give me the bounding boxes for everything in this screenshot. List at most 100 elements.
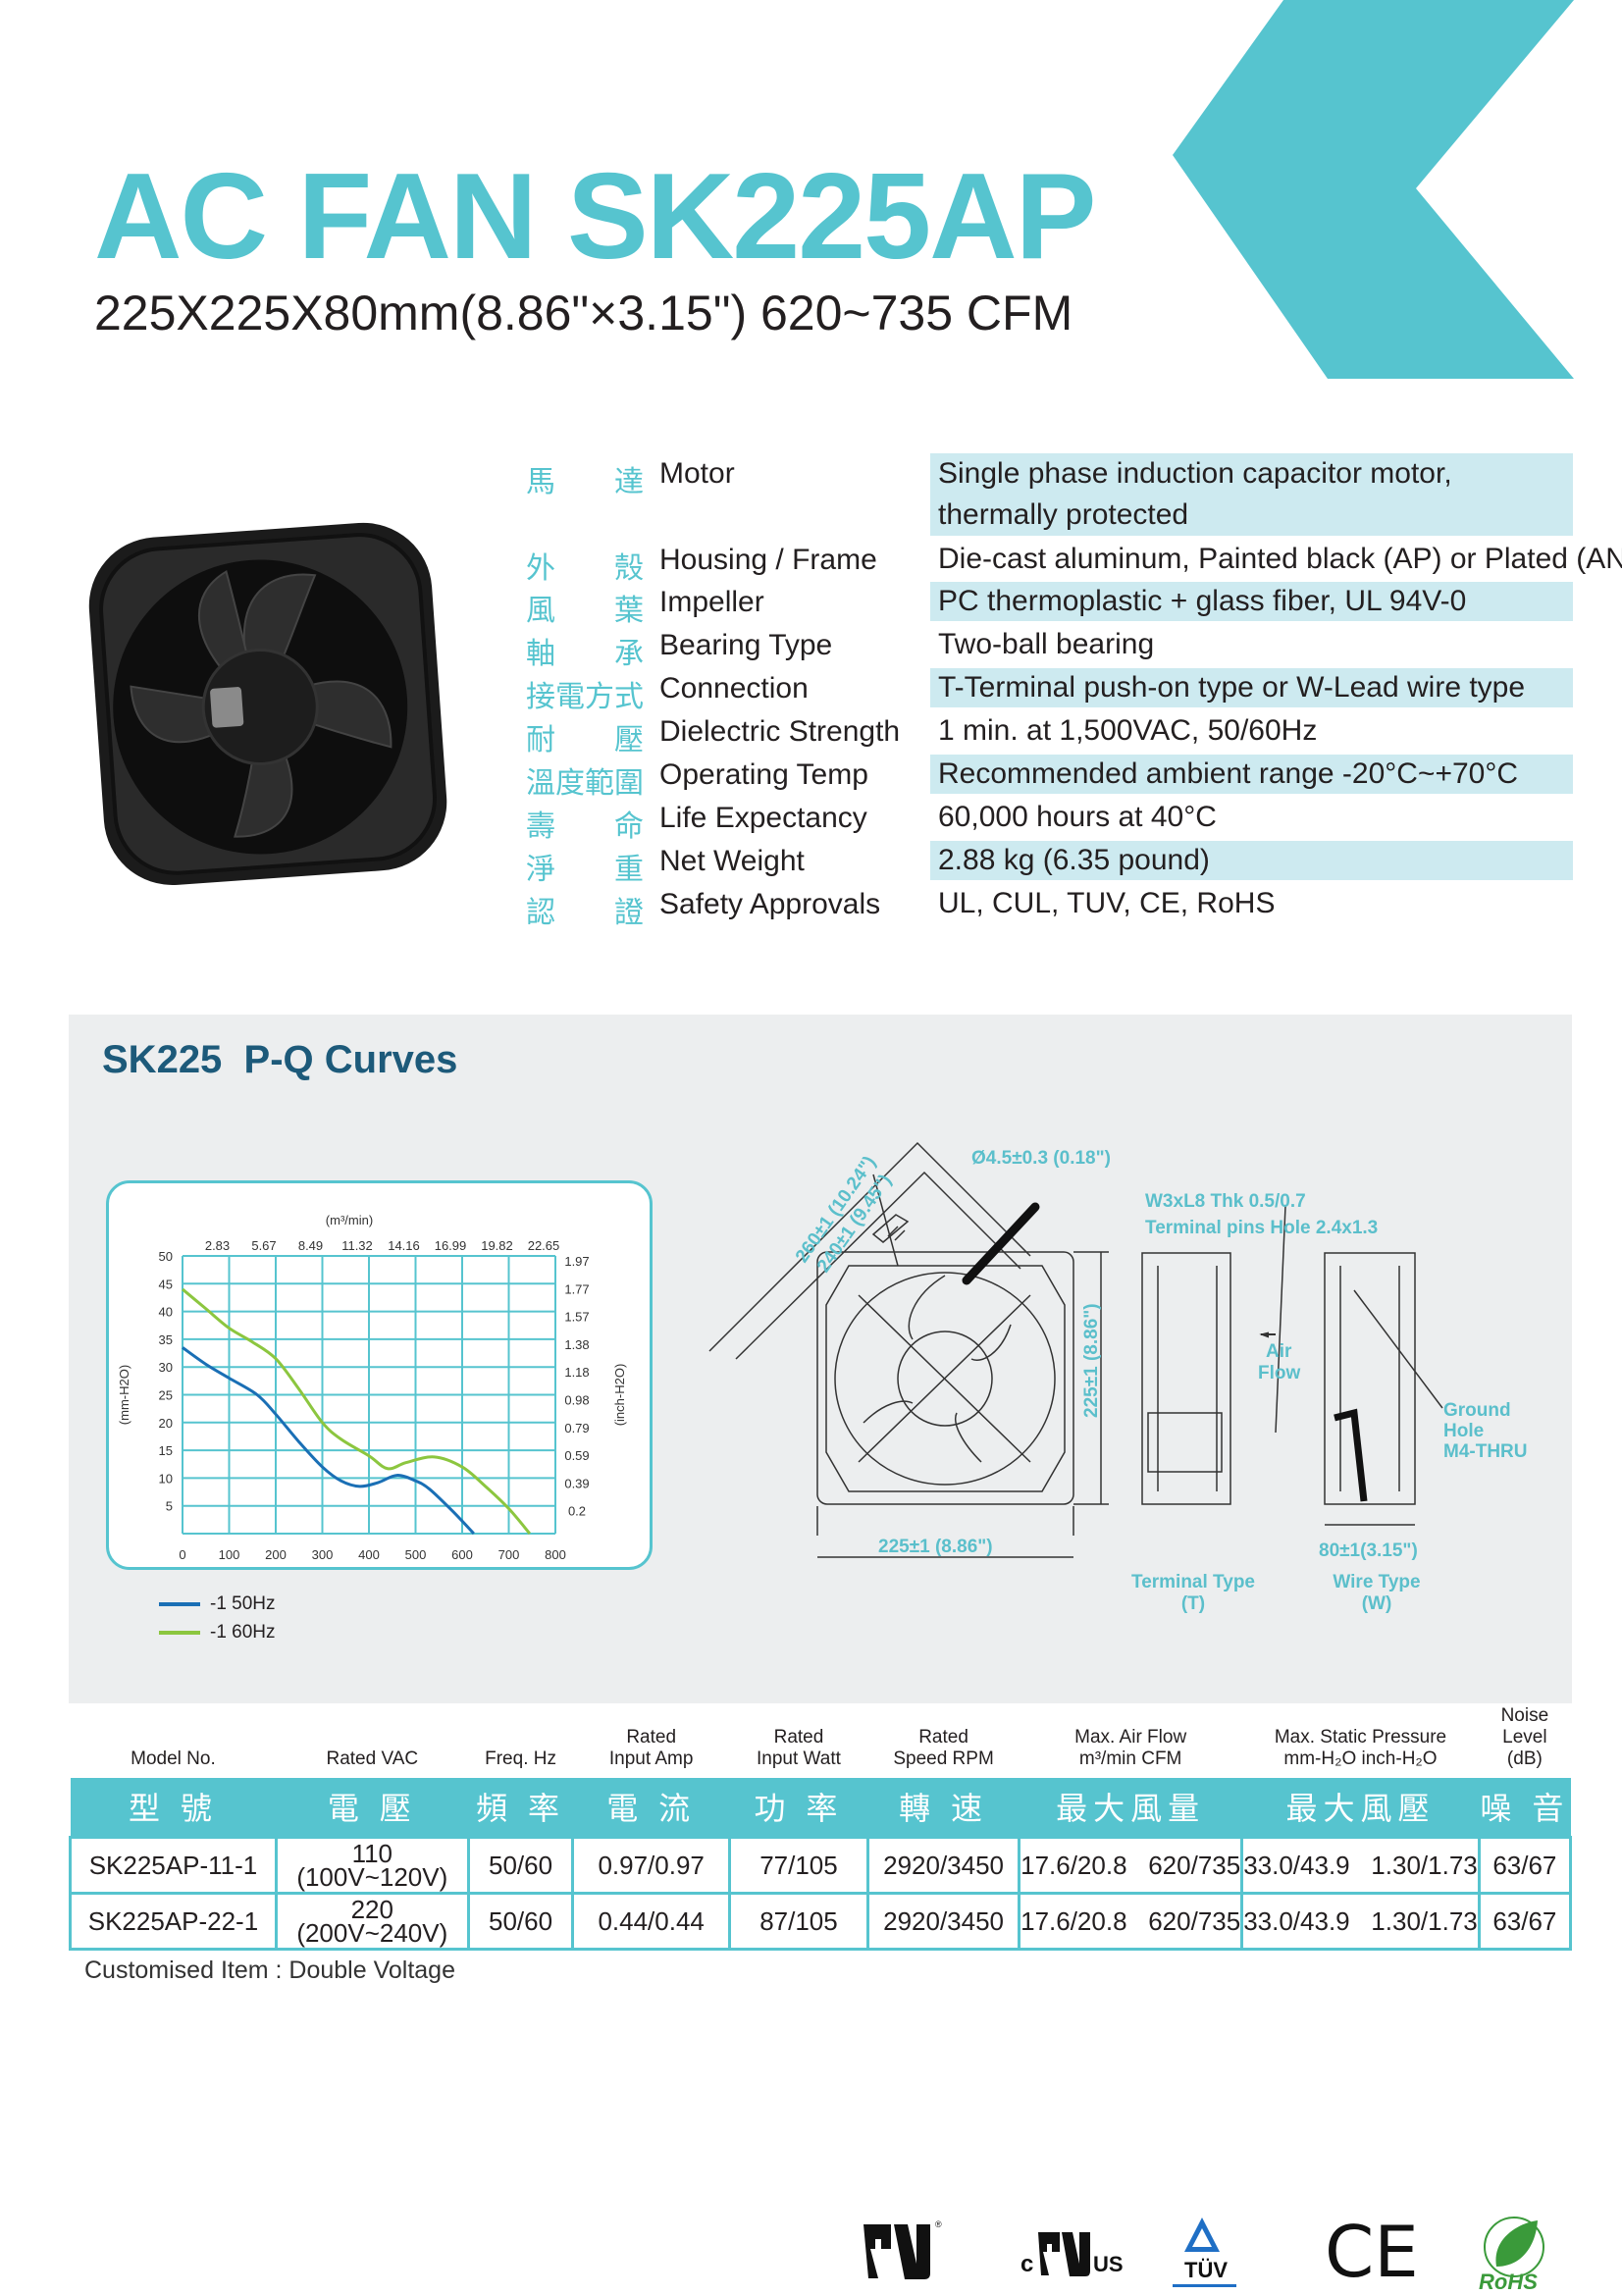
column-header: Freq. Hz xyxy=(468,1705,573,1778)
spec-value: Die-cast aluminum, Painted black (AP) or… xyxy=(938,543,1622,575)
spec-label: Housing / Frame xyxy=(659,544,877,576)
vac-range: (200V~240V) xyxy=(296,1917,448,1948)
cell-noise: 63/67 xyxy=(1477,1835,1573,1895)
legend-label: -1 60Hz xyxy=(210,1622,276,1643)
table-row: SK225AP-22-1 220 (200V~240V) 50/60 0.44/0.44… xyxy=(69,1891,1573,1951)
spec-row-operating-temp: 溫度範圍 Operating Temp Recommended ambient ra… xyxy=(526,755,1576,802)
y-tick-label: 15 xyxy=(159,1443,173,1458)
x-tick-label: 800 xyxy=(545,1547,566,1562)
spec-label: Motor xyxy=(659,457,735,490)
ground-hole-label: Hole xyxy=(1443,1421,1484,1441)
x2-tick-label: 16.99 xyxy=(435,1238,467,1253)
column-header-zh: 電 壓 xyxy=(276,1778,469,1837)
cell-pressure: 33.0/43.9 1.30/1.73 xyxy=(1240,1891,1481,1951)
rohs-logo: RoHS xyxy=(1479,2217,1544,2294)
y2-tick-label: 1.77 xyxy=(564,1281,589,1296)
x-tick-label: 500 xyxy=(405,1547,427,1562)
spec-label-zh: 接電方式 xyxy=(526,672,644,715)
y2-tick-label: 0.79 xyxy=(564,1421,589,1435)
spec-value: T-Terminal push-on type or W-Lead wire t… xyxy=(930,668,1573,707)
y-tick-label: 45 xyxy=(159,1277,173,1291)
zh-char: 命 xyxy=(614,810,644,843)
y2-tick-label: 0.98 xyxy=(564,1393,589,1408)
x2-tick-label: 11.32 xyxy=(341,1238,373,1253)
column-header: Rated VAC xyxy=(276,1705,468,1778)
y2-axis-label: (inch-H2O) xyxy=(612,1364,627,1427)
svg-text:RoHS: RoHS xyxy=(1479,2270,1538,2291)
header-line: Rated xyxy=(918,1727,968,1748)
x2-tick-label: 2.83 xyxy=(205,1238,230,1253)
legend-swatch xyxy=(159,1631,200,1635)
cell-vac: 220 (200V~240V) xyxy=(274,1891,470,1951)
x2-tick-label: 14.16 xyxy=(388,1238,420,1253)
spec-label: Operating Temp xyxy=(659,758,868,791)
wire-type-label: Wire Type xyxy=(1333,1572,1420,1592)
x2-tick-label: 5.67 xyxy=(251,1238,276,1253)
y-tick-label: 50 xyxy=(159,1249,173,1264)
column-header-zh: 頻 率 xyxy=(468,1778,573,1837)
column-header-zh: 型 號 xyxy=(70,1778,277,1837)
x-tick-label: 600 xyxy=(451,1547,473,1562)
column-header: Rated Input Amp xyxy=(573,1705,729,1778)
spec-label: Connection xyxy=(659,672,809,704)
cell-pressure: 33.0/43.9 1.30/1.73 xyxy=(1240,1835,1481,1895)
spec-value-line: thermally protected xyxy=(938,498,1189,531)
dimension-drawing: Ø4.5±0.3 (0.18") W3xL8 Thk 0.5/0.7 Termi… xyxy=(708,1141,1528,1614)
y-tick-label: 10 xyxy=(159,1471,173,1486)
spec-row-safety-approvals: 認證 Safety Approvals UL, CUL, TUV, CE, RoHS xyxy=(526,887,1576,931)
spec-row-connection: 接電方式 Connection T-Terminal push-on type or… xyxy=(526,668,1576,715)
width-dim: 225±1 (8.86") xyxy=(878,1537,993,1557)
column-header: Max. Air Flow m³/min CFM xyxy=(1020,1705,1242,1778)
zh-char: 證 xyxy=(614,897,644,929)
ul-logo: ® xyxy=(863,2219,942,2279)
spec-label-zh: 馬達 xyxy=(526,457,644,500)
y-tick-label: 40 xyxy=(159,1305,173,1320)
spec-label-zh: 溫度範圍 xyxy=(526,758,644,802)
cell-amp: 0.44/0.44 xyxy=(571,1891,731,1951)
spec-row-motor: 馬達 Motor Single phase induction capacito… xyxy=(526,453,1576,536)
y-tick-label: 35 xyxy=(159,1332,173,1347)
spec-value: 2.88 kg (6.35 pound) xyxy=(930,841,1573,880)
cell-rpm: 2920/3450 xyxy=(866,1891,1021,1951)
zh-char: 接電方式 xyxy=(526,681,644,713)
cell-model: SK225AP-11-1 xyxy=(69,1835,278,1895)
cell-rpm: 2920/3450 xyxy=(866,1835,1021,1895)
cell-amp: 0.97/0.97 xyxy=(571,1835,731,1895)
y-tick-label: 5 xyxy=(166,1499,173,1514)
x-tick-label: 700 xyxy=(498,1547,520,1562)
spec-row-life-expectancy: 壽命 Life Expectancy 60,000 hours at 40°C xyxy=(526,801,1576,845)
spec-row-impeller: 風葉 Impeller PC thermoplastic + glass fiber… xyxy=(526,582,1576,629)
depth-dim: 80±1(3.15") xyxy=(1319,1540,1418,1561)
cell-noise: 63/67 xyxy=(1477,1891,1573,1951)
header-line: Input Amp xyxy=(608,1748,694,1769)
airflow-label: Air xyxy=(1266,1341,1292,1362)
zh-char: 殼 xyxy=(614,552,644,585)
spec-label-zh: 風葉 xyxy=(526,586,644,629)
spec-row-housing-frame: 外殼 Housing / Frame Die-cast aluminum, Pain… xyxy=(526,543,1622,587)
cell-freq: 50/60 xyxy=(466,1891,575,1951)
zh-char: 溫度範圍 xyxy=(526,767,644,800)
column-header-zh: 最大風量 xyxy=(1019,1778,1242,1837)
zh-char: 壓 xyxy=(614,724,644,757)
cul-logo: c US xyxy=(1020,2232,1124,2277)
hole-dim-label: Ø4.5±0.3 (0.18") xyxy=(971,1148,1111,1169)
x-tick-label: 200 xyxy=(265,1547,287,1562)
pins-hole-label: Terminal pins Hole 2.4x1.3 xyxy=(1145,1218,1378,1238)
x-tick-label: 300 xyxy=(312,1547,334,1562)
y2-tick-label: 1.38 xyxy=(564,1337,589,1352)
spec-label-zh: 壽命 xyxy=(526,802,644,845)
zh-char: 承 xyxy=(614,638,644,670)
x-tick-label: 0 xyxy=(179,1547,185,1562)
spec-label-zh: 外殼 xyxy=(526,544,644,587)
spec-row-net-weight: 淨重 Net Weight 2.88 kg (6.35 pound) xyxy=(526,841,1576,888)
header-line: Input Watt xyxy=(757,1748,841,1769)
svg-text:US: US xyxy=(1093,2252,1124,2276)
column-header: Rated Speed RPM xyxy=(868,1705,1020,1778)
spec-row-bearing-type: 軸承 Bearing Type Two-ball bearing xyxy=(526,628,1576,672)
spec-value: PC thermoplastic + glass fiber, UL 94V-0 xyxy=(930,582,1573,621)
column-header-zh: 功 率 xyxy=(729,1778,868,1837)
spec-value: Two-ball bearing xyxy=(938,628,1155,660)
y-tick-label: 30 xyxy=(159,1360,173,1375)
model-table: Model No. Rated VAC Freq. Hz Rated Input Amp… xyxy=(69,1705,1573,1951)
spec-label: Safety Approvals xyxy=(659,888,881,920)
